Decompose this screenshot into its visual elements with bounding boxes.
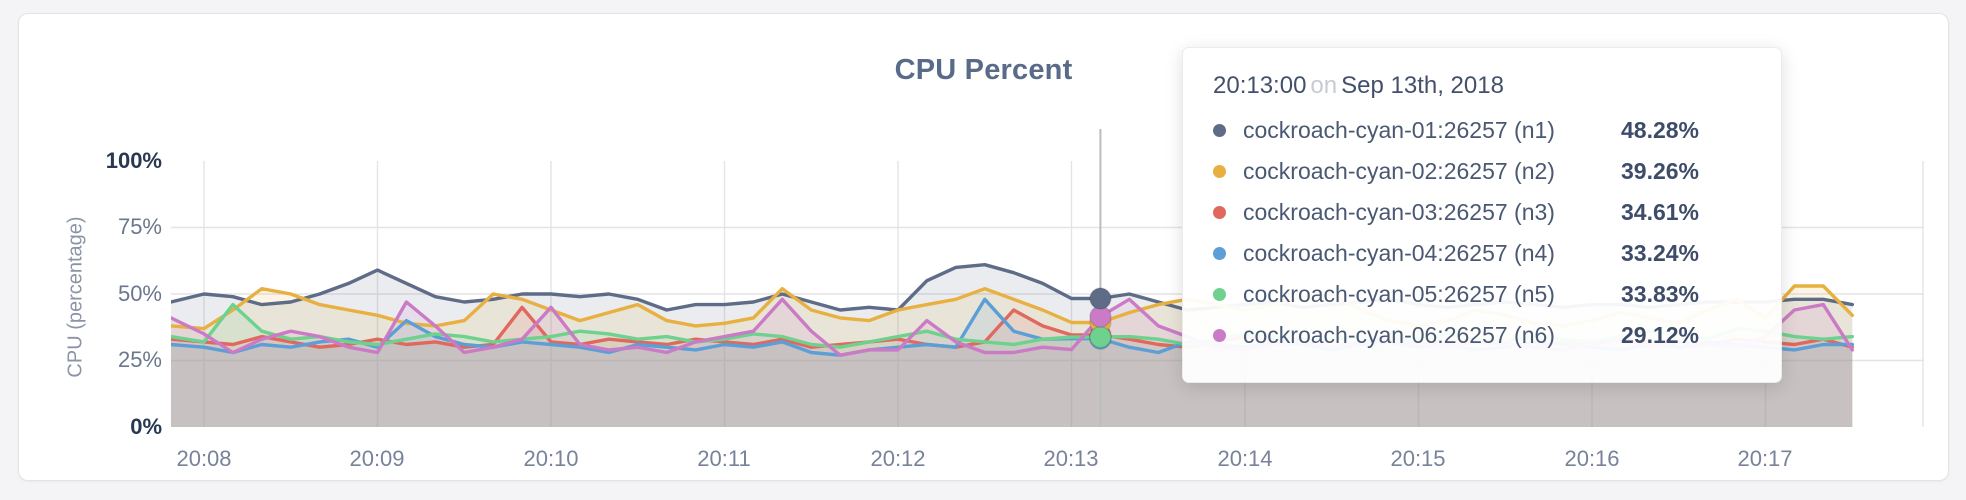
series-color-dot (1213, 288, 1226, 301)
tooltip-series-label: cockroach-cyan-03:26257 (n3) (1243, 199, 1555, 225)
series-area (171, 307, 1853, 427)
x-axis-tick-2014: 20:14 (1217, 446, 1273, 471)
tooltip-row: cockroach-cyan-06:26257 (n6) 29.12% (1213, 315, 1747, 356)
tooltip-conjunction: on (1310, 72, 1338, 99)
x-axis-tick-2015: 20:15 (1390, 446, 1446, 471)
hover-dot (1089, 287, 1112, 310)
tooltip-series-label: cockroach-cyan-05:26257 (n5) (1243, 281, 1555, 307)
y-axis-tick-75: 75% (117, 214, 162, 239)
tooltip-header: 20:13:00 on Sep 13th, 2018 (1213, 72, 1747, 100)
series-area (171, 286, 1853, 427)
tooltip-series-value: 34.61% (1621, 199, 1700, 225)
x-axis-tick-2016: 20:16 (1564, 446, 1620, 471)
tooltip-row: cockroach-cyan-03:26257 (n3) 34.61% (1213, 192, 1747, 233)
series-color-dot (1213, 247, 1226, 260)
x-axis-tick-2012: 20:12 (870, 446, 926, 471)
y-axis-tick-100: 100% (105, 148, 162, 173)
chart-card: CPU Percent CPU (percentage) 100% 75% 50… (18, 13, 1949, 481)
tooltip-row: cockroach-cyan-04:26257 (n4) 33.24% (1213, 233, 1747, 274)
series-areas (171, 264, 1853, 427)
cpu-percent-chart[interactable] (171, 129, 1924, 429)
chart-tooltip: 20:13:00 on Sep 13th, 2018 cockroach-cyan-… (1182, 47, 1782, 383)
tooltip-series-value: 29.12% (1621, 322, 1700, 348)
y-axis-tick-0: 0% (130, 414, 162, 439)
tooltip-series-label: cockroach-cyan-02:26257 (n2) (1243, 158, 1555, 184)
y-axis-tick-25: 25% (117, 347, 162, 372)
series-area (171, 304, 1853, 427)
tooltip-row: cockroach-cyan-01:26257 (n1) 48.28% (1213, 110, 1747, 151)
series-area (171, 299, 1853, 427)
x-axis-tick-2009: 20:09 (349, 446, 405, 471)
series-color-dot (1213, 329, 1226, 342)
tooltip-series-value: 39.26% (1621, 158, 1700, 184)
chart-title: CPU Percent (894, 54, 1073, 86)
tooltip-series-label: cockroach-cyan-06:26257 (n6) (1243, 322, 1555, 348)
tooltip-series-value: 48.28% (1621, 117, 1700, 143)
tooltip-time: 20:13:00 (1213, 72, 1307, 99)
tooltip-row: cockroach-cyan-05:26257 (n5) 33.83% (1213, 274, 1747, 315)
tooltip-series-label: cockroach-cyan-01:26257 (n1) (1243, 117, 1555, 143)
hover-dots (1089, 287, 1112, 350)
x-axis-tick-2010: 20:10 (523, 446, 579, 471)
x-axis-tick-2008: 20:08 (176, 446, 232, 471)
tooltip-series-label: cockroach-cyan-04:26257 (n4) (1243, 240, 1555, 266)
series-color-dot (1213, 124, 1226, 137)
series-color-dot (1213, 206, 1226, 219)
tooltip-date: Sep 13th, 2018 (1341, 72, 1504, 99)
tooltip-series-value: 33.83% (1621, 281, 1700, 307)
x-axis-tick-2011: 20:11 (697, 446, 751, 471)
tooltip-row: cockroach-cyan-02:26257 (n2) 39.26% (1213, 151, 1747, 192)
series-color-dot (1213, 165, 1226, 178)
series-area (171, 299, 1853, 427)
tooltip-series-value: 33.24% (1621, 240, 1700, 266)
x-axis-tick-2017: 20:17 (1737, 446, 1793, 471)
y-axis-tick-50: 50% (117, 281, 162, 306)
hover-dot (1089, 325, 1112, 349)
x-axis-tick-2013: 20:13 (1043, 446, 1099, 471)
